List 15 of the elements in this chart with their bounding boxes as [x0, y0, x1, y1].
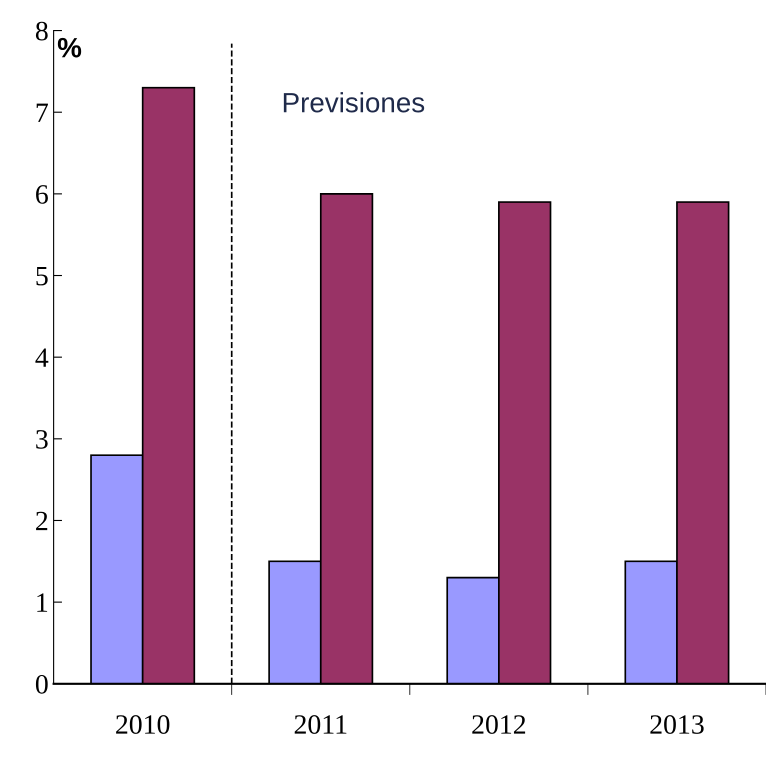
x-tick-label: 2011	[294, 715, 346, 734]
y-tick-label: 8	[36, 22, 48, 40]
y-tick-label: 3	[36, 430, 48, 449]
annotation: Previsiones	[284, 92, 424, 112]
y-tick-label: 5	[36, 266, 48, 286]
y-tick-label: 7	[36, 104, 48, 122]
x-tick-label: 2012	[472, 715, 526, 734]
y-axis-title: %	[58, 38, 82, 58]
x-tick-label: 2013	[650, 715, 704, 734]
y-tick-label: 6	[36, 185, 48, 204]
y-tick-label: 2	[36, 512, 48, 530]
x-tick-label: 2010	[116, 715, 170, 734]
y-tick-label: 0	[36, 674, 48, 694]
y-tick-label: 1	[37, 593, 48, 612]
y-tick-label: 4	[35, 348, 48, 367]
